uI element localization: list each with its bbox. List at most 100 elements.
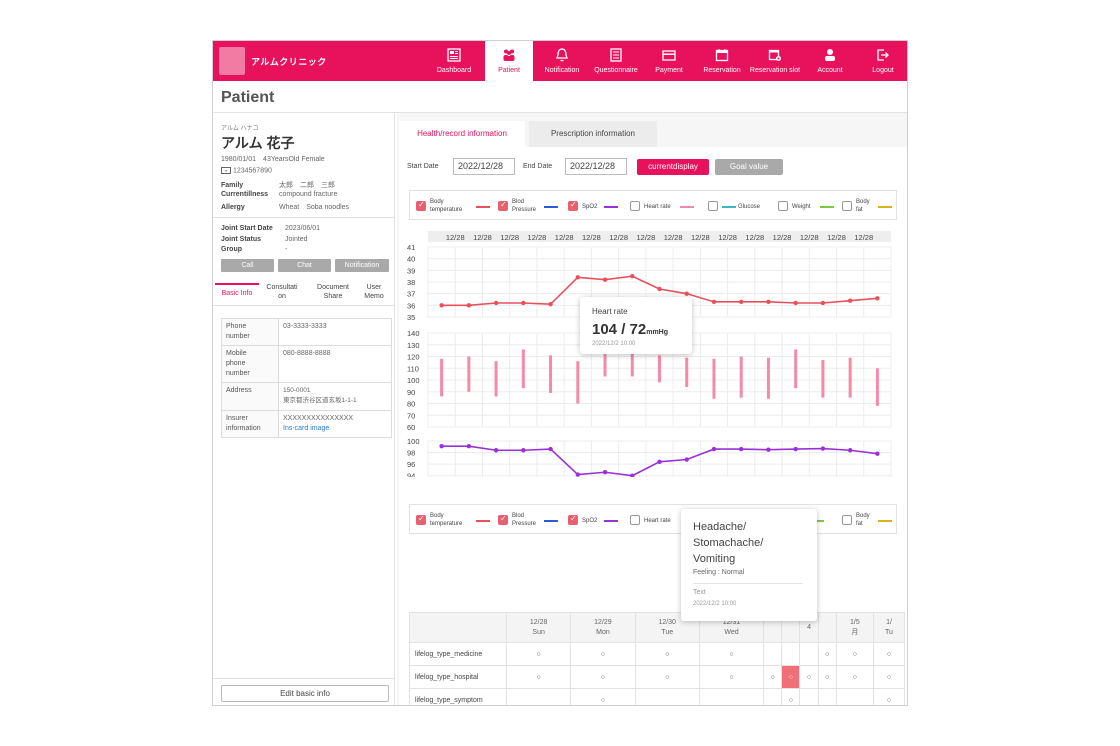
nav-questionnaire[interactable]: Questionnaire bbox=[589, 41, 643, 81]
y-tick-label: 96 bbox=[407, 460, 415, 469]
lifelog-cell[interactable]: ○ bbox=[835, 642, 874, 666]
divider bbox=[693, 583, 803, 584]
current-display-button[interactable]: currentdisplay bbox=[637, 159, 709, 175]
checkbox[interactable] bbox=[630, 515, 640, 525]
lifelog-cell[interactable]: ○ bbox=[799, 665, 819, 689]
y-tick-label: 38 bbox=[407, 278, 415, 287]
end-date-input[interactable]: 2022/12/28 bbox=[565, 158, 627, 175]
notification-button[interactable]: Notification bbox=[335, 259, 389, 272]
goal-value-button[interactable]: Goal value bbox=[715, 159, 783, 175]
tab-user-memo[interactable]: User Memo bbox=[364, 284, 384, 300]
lifelog-cell[interactable] bbox=[799, 642, 819, 666]
edit-basic-info-button[interactable]: Edit basic info bbox=[221, 685, 389, 702]
tab-prescription[interactable]: Prescription information bbox=[529, 121, 657, 147]
lifelog-cell[interactable]: ○ bbox=[570, 642, 636, 666]
lifelog-cell[interactable]: ○ bbox=[505, 642, 572, 666]
lifelog-cell[interactable]: ○ bbox=[835, 665, 874, 689]
lifelog-cell[interactable]: ○ bbox=[634, 665, 700, 689]
nav-logout[interactable]: Logout bbox=[861, 41, 905, 81]
lifelog-cell[interactable]: ○ bbox=[698, 665, 765, 689]
lifelog-cell[interactable]: ○ bbox=[817, 665, 837, 689]
lifelog-cell[interactable] bbox=[817, 688, 837, 705]
checkbox[interactable] bbox=[568, 514, 578, 525]
day-header-cell bbox=[817, 612, 837, 643]
tab-consultation[interactable]: Consultati on bbox=[266, 284, 298, 300]
nav-notification[interactable]: Notification bbox=[539, 41, 585, 81]
lifelog-cell[interactable]: ○ bbox=[505, 665, 572, 689]
checkbox[interactable] bbox=[498, 514, 508, 525]
lifelog-cell[interactable]: ○ bbox=[872, 642, 906, 666]
allergy-value: Wheat Soba noodles bbox=[279, 204, 350, 211]
y-tick-label: 70 bbox=[407, 411, 415, 420]
lifelog-cell[interactable]: ○ bbox=[698, 642, 765, 666]
temperature-point bbox=[766, 299, 771, 305]
basic-info-table: Phone number 03-3333-3333 Mobile phone nu… bbox=[221, 318, 392, 438]
lifelog-cell[interactable] bbox=[634, 688, 700, 705]
lifelog-cell[interactable]: ○ bbox=[781, 665, 801, 689]
y-tick-label: 37 bbox=[407, 290, 415, 299]
lifelog-cell[interactable]: ○ bbox=[817, 642, 837, 666]
x-tick-label: 12/28 bbox=[718, 233, 737, 242]
nav-account[interactable]: Account bbox=[807, 41, 853, 81]
nav-patient[interactable]: Patient bbox=[485, 41, 533, 81]
checkbox[interactable] bbox=[842, 515, 852, 525]
nav-dashboard[interactable]: Dashboard bbox=[425, 41, 483, 81]
blood-pressure-bar bbox=[494, 361, 498, 397]
ins-card-link[interactable]: Ins-card image bbox=[283, 425, 330, 432]
lifelog-cell[interactable]: ○ bbox=[634, 642, 700, 666]
y-tick-label: 80 bbox=[407, 400, 415, 409]
lifelog-cell[interactable]: ○ bbox=[781, 688, 801, 705]
start-date-label: Start Date bbox=[407, 163, 439, 170]
checkbox[interactable] bbox=[708, 201, 718, 211]
temperature-point bbox=[657, 286, 662, 292]
lifelog-cell[interactable]: ○ bbox=[570, 665, 636, 689]
y-tick-label: 40 bbox=[407, 255, 415, 264]
lifelog-cell[interactable]: ○ bbox=[763, 665, 783, 689]
table-header-row: 12/28 Sun 12/29 Mon 12/30 Tue 12/31 Wed 4 1/5 月 1/T… bbox=[409, 612, 906, 643]
lifelog-cell[interactable] bbox=[698, 688, 765, 705]
checkbox[interactable] bbox=[630, 201, 640, 211]
nav-questionnaire-label: Questionnaire bbox=[594, 67, 638, 74]
checkbox[interactable] bbox=[416, 514, 426, 525]
temperature-point bbox=[847, 298, 853, 303]
row-label: lifelog_type_symptom bbox=[409, 688, 507, 705]
lifelog-cell[interactable]: ○ bbox=[872, 665, 906, 689]
temperature-point bbox=[711, 299, 717, 305]
row-label: lifelog_type_hospital bbox=[409, 665, 507, 689]
patient-birth-age: 1980/01/01 43YearsOld Female bbox=[221, 154, 325, 164]
call-button[interactable]: Call bbox=[221, 259, 274, 272]
lifelog-cell[interactable] bbox=[505, 688, 572, 705]
calendar-gear-icon bbox=[768, 49, 781, 61]
day-weekday: Sun bbox=[532, 628, 545, 636]
chat-button[interactable]: Chat bbox=[278, 259, 331, 272]
spo2-point bbox=[575, 472, 580, 477]
checkbox[interactable] bbox=[416, 200, 426, 211]
lifelog-cell[interactable] bbox=[781, 642, 801, 666]
group-label: Group bbox=[221, 246, 242, 253]
nav-payment[interactable]: Payment bbox=[647, 41, 691, 81]
patient-age-sex: 43YearsOld Female bbox=[263, 156, 325, 163]
spo2-point bbox=[657, 459, 662, 465]
spo2-point bbox=[793, 446, 798, 452]
checkbox[interactable] bbox=[842, 201, 852, 211]
checkbox[interactable] bbox=[778, 201, 788, 211]
lifelog-cell[interactable] bbox=[763, 688, 783, 705]
spo2-point bbox=[466, 444, 472, 449]
nav-reservation[interactable]: Reservation bbox=[699, 41, 745, 81]
temperature-point bbox=[684, 291, 689, 296]
lifelog-cell[interactable]: ○ bbox=[570, 688, 636, 705]
tab-document-share[interactable]: Document Share bbox=[317, 284, 349, 300]
tab-health-record[interactable]: Health/record information bbox=[399, 121, 525, 147]
checkbox[interactable] bbox=[498, 200, 508, 211]
legend-swatch bbox=[476, 206, 490, 208]
lifelog-cell[interactable] bbox=[799, 688, 819, 705]
lifelog-cell[interactable]: ○ bbox=[872, 688, 906, 705]
y-tick-label: 100 bbox=[407, 376, 420, 385]
lifelog-cell[interactable] bbox=[763, 642, 783, 666]
patient-id: 1234567890 bbox=[232, 167, 272, 175]
nav-reservation-slot[interactable]: Reservation slot bbox=[747, 41, 803, 81]
lifelog-cell[interactable] bbox=[835, 688, 874, 705]
checkbox[interactable] bbox=[568, 200, 578, 211]
start-date-input[interactable]: 2022/12/28 bbox=[453, 158, 515, 175]
tab-basic-info[interactable]: Basic Info bbox=[221, 290, 253, 297]
